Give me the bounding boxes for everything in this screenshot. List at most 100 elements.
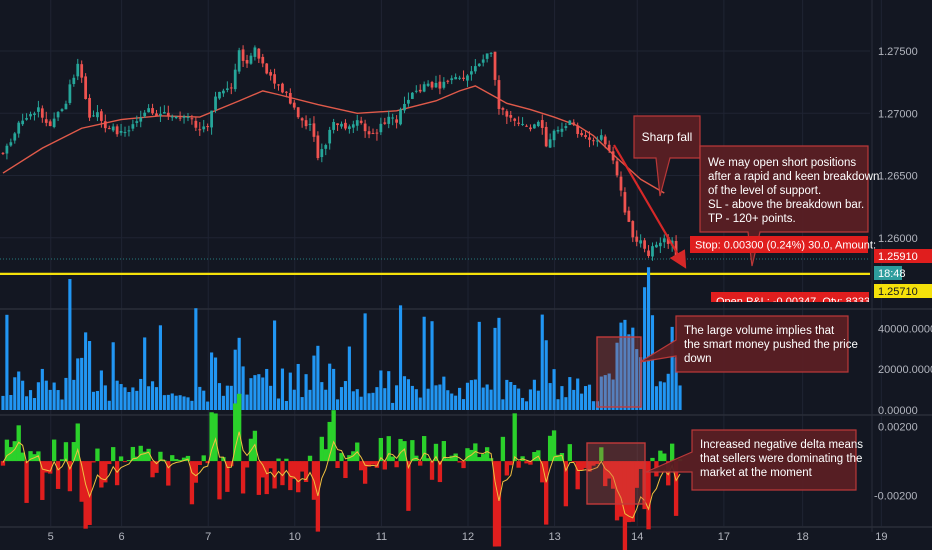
time-tick-label: 19: [875, 531, 887, 543]
delta-bar: [122, 461, 128, 463]
delta-bar: [504, 461, 509, 476]
candle-body: [481, 59, 485, 63]
candle-body: [84, 76, 88, 100]
volume-bar: [150, 381, 155, 410]
candle-body: [658, 242, 662, 247]
volume-bar: [458, 387, 462, 410]
volume-bar: [84, 332, 88, 410]
candle-body: [296, 107, 300, 118]
volume-bar: [99, 370, 103, 410]
delta-bar: [599, 447, 604, 462]
time-tick-label: 14: [631, 531, 643, 543]
delta-bar: [327, 421, 332, 462]
delta-pane[interactable]: [0, 393, 683, 550]
delta-bar: [390, 456, 395, 462]
candle-body: [80, 64, 84, 78]
volume-bar: [64, 377, 68, 410]
delta-bar: [366, 461, 372, 467]
volume-bar: [276, 398, 281, 410]
candle-body: [509, 115, 513, 118]
volume-bar: [481, 387, 485, 410]
volume-bar: [398, 305, 403, 410]
delta-signal-line: [2, 431, 681, 519]
volume-bar: [182, 396, 186, 410]
candle-body: [351, 124, 355, 128]
delta-bar: [103, 461, 108, 483]
delta-bar: [91, 461, 96, 463]
delta-bar: [500, 436, 506, 462]
candle-body: [355, 120, 359, 126]
volume-note-line-3: down: [684, 353, 712, 365]
candle-body: [72, 77, 76, 84]
price-tick-label: 1.26000: [878, 233, 918, 245]
delta-bar: [433, 443, 439, 462]
delta-bar: [524, 461, 529, 464]
volume-pane[interactable]: [1, 267, 682, 410]
volume-bar: [461, 399, 466, 410]
price-axis[interactable]: 1.27500 1.27000 1.26500 1.26000: [878, 46, 918, 245]
volume-bar: [497, 317, 501, 410]
candle-body: [434, 82, 438, 88]
candle-body: [521, 123, 524, 125]
volume-bar: [650, 315, 655, 410]
delta-bar: [638, 461, 643, 469]
candle-body: [119, 131, 123, 133]
candle-body: [414, 90, 418, 92]
candle-body: [454, 77, 458, 80]
candle-body: [332, 121, 336, 130]
delta-bar: [445, 458, 450, 462]
delta-bar: [83, 461, 88, 529]
volume-bar: [170, 393, 174, 410]
candle-body: [387, 116, 391, 124]
candle-body: [139, 117, 143, 122]
candle-body: [115, 126, 119, 135]
candle-body: [466, 75, 469, 81]
delta-bar: [622, 461, 628, 550]
candle-body: [166, 112, 170, 116]
volume-bar: [241, 366, 245, 410]
volume-bar: [225, 385, 229, 410]
volume-bar: [430, 321, 434, 410]
delta-tick-label: -0.00200: [874, 491, 917, 503]
volume-bars: [1, 267, 682, 410]
delta-bar: [233, 403, 238, 462]
volume-bar: [375, 387, 379, 410]
candle-body: [552, 130, 556, 141]
stop-price-label: 1.25910: [874, 249, 932, 263]
candle-body: [470, 71, 473, 75]
volume-bar: [91, 391, 96, 410]
candle-body: [403, 103, 406, 111]
volume-bar: [5, 314, 9, 410]
candle-body: [485, 53, 489, 59]
candle-body: [52, 118, 56, 128]
delta-bar: [59, 459, 65, 462]
volume-bar: [493, 327, 497, 410]
volume-bar: [414, 389, 418, 410]
volume-bar: [646, 267, 651, 410]
delta-bar: [71, 442, 76, 462]
delta-bar: [142, 451, 147, 462]
delta-axis[interactable]: 0.00200 -0.00200: [874, 422, 918, 503]
time-axis[interactable]: 5 6 7 10 11 12 13 14 17 18 19: [48, 531, 888, 543]
volume-bar: [489, 389, 493, 410]
volume-axis[interactable]: 40000.00000 20000.00000 0.00000: [878, 323, 932, 417]
candle-body: [206, 126, 210, 128]
candle-body: [603, 136, 607, 145]
delta-bar: [528, 461, 533, 465]
delta-bar: [382, 461, 387, 470]
volume-bar: [52, 382, 56, 410]
candle-body: [592, 140, 595, 142]
candle-body: [651, 246, 654, 257]
delta-bar: [276, 458, 281, 462]
candle-body: [237, 50, 241, 72]
volume-bar: [194, 308, 198, 410]
volume-bar: [312, 355, 316, 410]
short-idea-line-5: TP - 120+ points.: [708, 213, 796, 225]
delta-bar: [634, 461, 639, 488]
volume-bar: [233, 349, 237, 410]
stop-order-tag[interactable]: Stop: 0.00300 (0.24%) 30.0, Amount:: [690, 236, 876, 253]
open-pnl-tag[interactable]: Open P&L: -0.00347, Qty: 83333: [711, 292, 876, 308]
volume-bar: [658, 381, 662, 410]
delta-bar: [587, 461, 592, 472]
delta-highlight-box: [586, 442, 646, 505]
